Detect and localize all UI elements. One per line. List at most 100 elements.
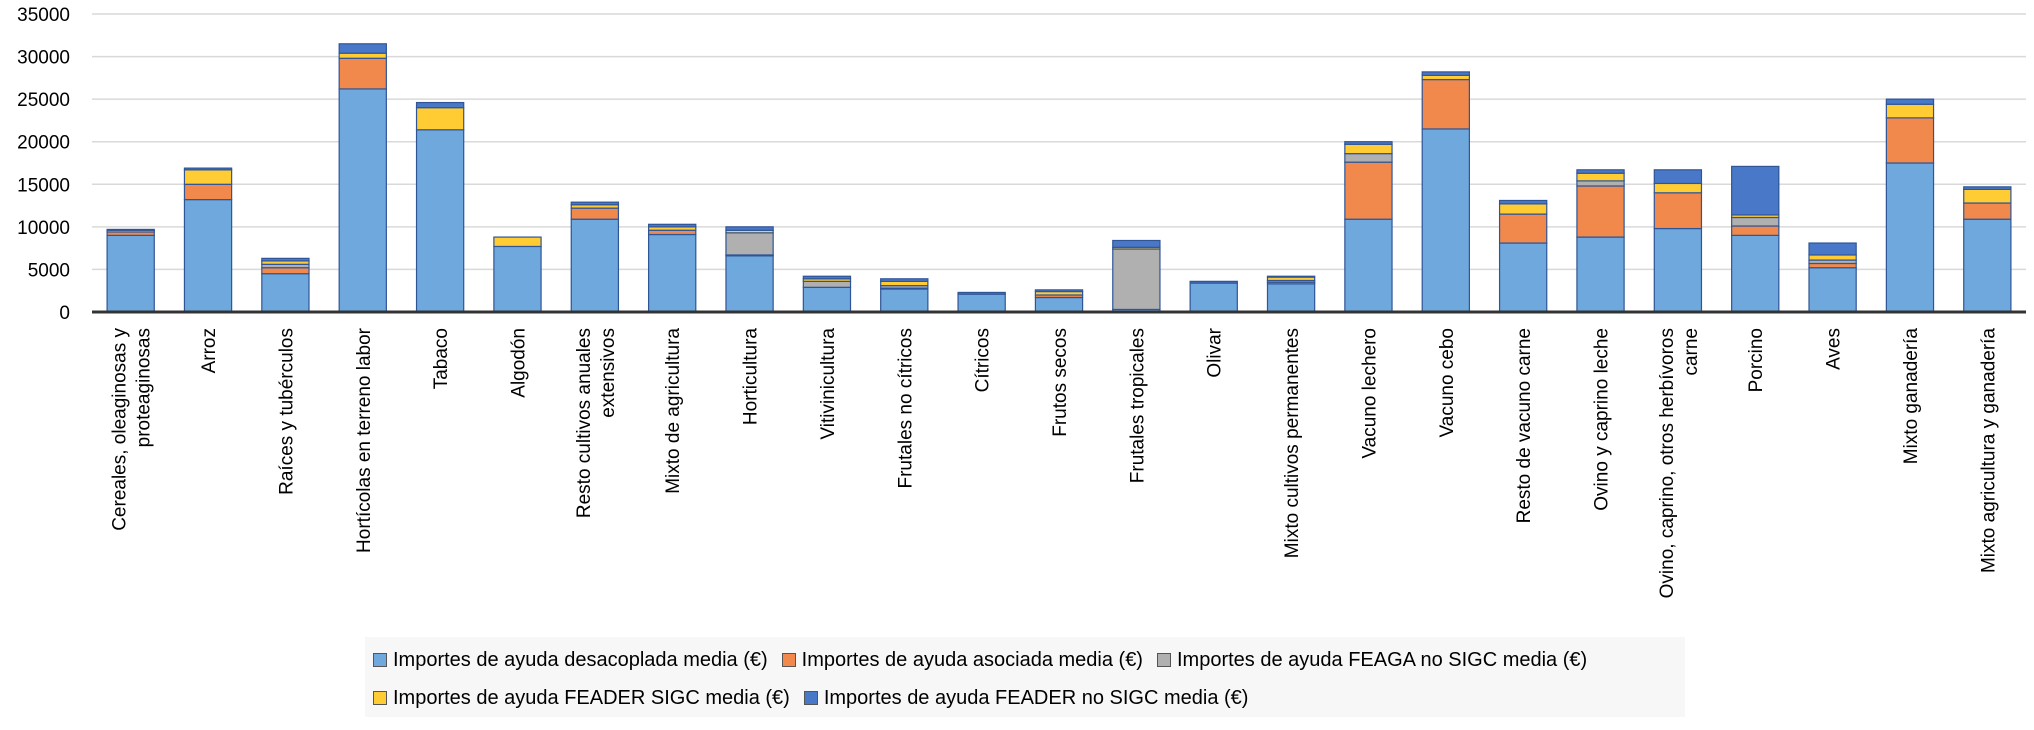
bar-stack <box>1498 199 1548 313</box>
bar-stack <box>648 223 697 313</box>
bar-segment-series-4 <box>570 201 620 206</box>
bar-segment-series-0 <box>1731 234 1780 313</box>
category-label-line: Arroz <box>199 328 220 373</box>
bar-segment-series-3 <box>1885 103 1935 119</box>
bar-segment-series-4 <box>106 228 155 231</box>
legend-label-feaga-no-sigc: Importes de ayuda FEAGA no SIGC media (€… <box>1176 648 1588 671</box>
bar-segment-series-4 <box>183 167 233 171</box>
bar-segment-series-0 <box>570 218 620 313</box>
bar-segment-series-4 <box>1653 169 1703 185</box>
category-label-line: Ovino y caprino leche <box>1592 328 1613 511</box>
legend-swatch-feaga-no-sigc <box>1156 653 1171 667</box>
bar-segment-series-0 <box>725 255 774 313</box>
stacked-bar-chart: 0 5000 10000 15000 20000 25000 30000 35000 Cere… <box>17 5 2026 598</box>
y-tick-label: 15000 <box>17 175 70 196</box>
bar-segment-series-3 <box>415 107 465 131</box>
bar-segment-series-1 <box>1808 262 1857 269</box>
category-label: Algodón <box>508 328 529 398</box>
bar-segment-series-0 <box>1498 242 1548 313</box>
bar-segment-series-1 <box>570 207 620 220</box>
bar-stack <box>1653 169 1703 313</box>
bar-segment-series-0 <box>415 129 465 313</box>
bar-segment-series-0 <box>106 234 155 313</box>
legend-label-asociada: Importes de ayuda asociada media (€) <box>801 648 1143 671</box>
bar-segment-series-4 <box>261 257 310 262</box>
bar-segment-series-0 <box>1034 296 1084 313</box>
bar-segment-series-4 <box>1034 289 1084 293</box>
bar-segment-series-4 <box>1112 239 1161 248</box>
y-tick-label: 0 <box>59 303 70 324</box>
bar-stack <box>570 201 620 313</box>
bar-segment-series-4 <box>1344 141 1393 145</box>
y-axis-tick-labels: 0 5000 10000 15000 20000 25000 30000 35000 <box>17 5 70 324</box>
category-label: Hortícolas en terreno labor <box>354 327 375 553</box>
category-label-line: Algodón <box>508 328 529 398</box>
category-label: Mixto agricultura y ganadería <box>1978 328 1999 573</box>
category-label: Olivar <box>1205 327 1226 377</box>
category-label-line: Tabaco <box>431 328 452 389</box>
bar-stack <box>1963 186 2012 313</box>
bar-stack <box>415 101 465 313</box>
category-label: Mixto de agricultura <box>663 328 684 494</box>
bar-segment-series-1 <box>1576 185 1625 238</box>
bar-segment-series-0 <box>1808 267 1857 313</box>
bar-segment-series-1 <box>648 229 697 236</box>
bar-stack <box>957 291 1006 313</box>
legend-swatch-asociada <box>781 653 796 667</box>
bar-segment-series-1 <box>261 267 310 275</box>
category-label-line: Mixto cultivos permanentes <box>1282 328 1303 558</box>
category-label-line: Mixto agricultura y ganadería <box>1978 328 1999 573</box>
bar-segment-series-4 <box>880 278 929 282</box>
category-label: Horticultura <box>741 328 762 426</box>
category-label-line: Mixto de agricultura <box>663 328 684 494</box>
bar-stack <box>880 278 929 313</box>
bar-segment-series-3 <box>880 280 929 287</box>
category-label-line: Porcino <box>1746 328 1767 392</box>
bar-stack <box>1576 169 1625 313</box>
bar-segment-series-0 <box>802 286 852 313</box>
bar-segment-series-4 <box>1498 199 1548 205</box>
bar-segment-series-0 <box>1189 282 1238 313</box>
bar-segment-series-0 <box>261 273 310 313</box>
bar-segment-series-4 <box>1421 71 1470 76</box>
bar-segment-series-1 <box>1421 78 1470 130</box>
bar-segment-series-0 <box>648 233 697 313</box>
bar-segment-series-2 <box>1731 216 1780 227</box>
bar-segment-series-0 <box>1421 128 1470 313</box>
bar-stack <box>1034 289 1084 313</box>
bar-segment-series-2 <box>802 280 852 288</box>
gridlines <box>92 13 2026 271</box>
bar-stack <box>183 167 233 313</box>
category-label-line: Resto de vacuno carne <box>1514 328 1535 523</box>
bar-segment-series-4 <box>802 275 852 280</box>
bar-segment-series-4 <box>1576 169 1625 174</box>
category-label: Mixto ganadería <box>1901 328 1922 465</box>
category-label-line: Vacuno cebo <box>1437 328 1458 438</box>
category-label: Vacuno cebo <box>1437 328 1458 438</box>
legend-item-desacoplada: Importes de ayuda desacoplada media (€) <box>373 649 768 672</box>
category-label-line: extensivos <box>598 328 619 418</box>
category-label: Ovino, caprino, otros herbívoros carne <box>1657 328 1702 598</box>
category-label: Mixto cultivos permanentes <box>1282 328 1303 558</box>
bar-stack <box>1344 141 1393 313</box>
bar-segment-series-0 <box>1576 236 1625 313</box>
bar-segment-series-4 <box>1266 275 1316 278</box>
bar-segment-series-3 <box>1653 182 1703 194</box>
bar-segment-series-3 <box>1576 172 1625 182</box>
x-axis-category-labels: Cereales, oleaginosas y proteaginosas Arro… <box>110 327 2000 598</box>
legend-item-feaga-no-sigc: Importes de ayuda FEAGA no SIGC media (€… <box>1156 648 1588 672</box>
bar-segment-series-3 <box>1344 143 1393 155</box>
bar-segment-series-4 <box>725 226 774 231</box>
bar-segment-series-1 <box>1963 202 2012 220</box>
category-label-line: Frutos secos <box>1050 328 1071 437</box>
bar-segment-series-0 <box>1963 218 2012 313</box>
bar-segment-series-4 <box>415 101 465 109</box>
bar-segment-series-0 <box>1885 162 1935 313</box>
bar-stack <box>725 226 774 313</box>
bar-segment-series-0 <box>1344 218 1393 313</box>
category-label: Vacuno lechero <box>1359 328 1380 459</box>
bar-segment-series-3 <box>1963 188 2012 204</box>
bar-segment-series-4 <box>338 43 387 54</box>
legend-label-feader-no-sigc: Importes de ayuda FEADER no SIGC media (… <box>823 686 1249 709</box>
bar-stack <box>1189 280 1238 313</box>
